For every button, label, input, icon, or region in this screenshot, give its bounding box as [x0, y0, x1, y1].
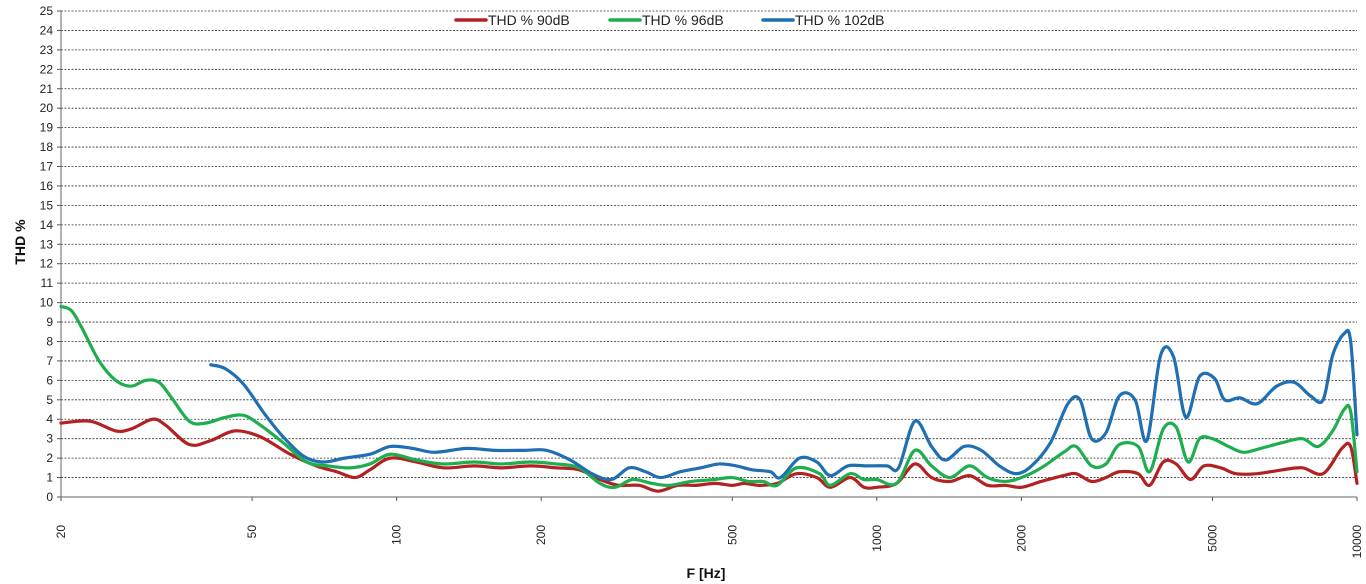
y-tick-label: 12 [40, 257, 54, 271]
y-tick-label: 0 [46, 490, 53, 504]
y-tick-label: 9 [46, 315, 53, 329]
y-tick-label: 4 [46, 412, 53, 426]
y-tick-label: 8 [46, 334, 53, 348]
y-tick-label: 10 [40, 296, 54, 310]
y-tick-label: 15 [40, 198, 54, 212]
x-tick-label: 100 [390, 525, 404, 545]
y-tick-label: 20 [40, 101, 54, 115]
y-tick-label: 19 [40, 121, 54, 135]
x-tick-label: 50 [245, 525, 259, 539]
y-axis-title: THD % [12, 219, 28, 265]
y-tick-label: 17 [40, 160, 54, 174]
y-tick-label: 21 [40, 82, 54, 96]
axes [57, 10, 1358, 501]
x-tick-label: 2000 [1014, 525, 1028, 552]
y-tick-label: 14 [40, 218, 54, 232]
y-tick-label: 3 [46, 432, 53, 446]
y-tick-label: 16 [40, 179, 54, 193]
x-tick-label: 20 [54, 525, 68, 539]
x-tick-labels: 20 50 100 200 500 1000 2000 5000 10000 [54, 525, 1364, 559]
x-axis-title: F [Hz] [687, 565, 726, 581]
series-line-2 [59, 304, 1359, 490]
legend-label-1: THD % 90dB [488, 12, 570, 28]
y-tick-label: 23 [40, 43, 54, 57]
y-tick-label: 24 [40, 23, 54, 37]
y-tick-label: 6 [46, 373, 53, 387]
x-tick-label: 500 [725, 525, 739, 545]
legend-label-3: THD % 102dB [795, 12, 884, 28]
y-tick-label: 22 [40, 62, 54, 76]
y-tick-label: 25 [40, 4, 54, 18]
x-tick-label: 10000 [1350, 525, 1364, 559]
x-tick-label: 200 [534, 525, 548, 545]
y-tick-label: 11 [41, 276, 54, 290]
legend-label-2: THD % 96dB [642, 12, 724, 28]
series-lines [59, 304, 1359, 493]
y-tick-label: 1 [46, 471, 53, 485]
y-tick-label: 18 [40, 140, 54, 154]
y-tick-label: 7 [46, 354, 53, 368]
y-tick-labels: 0123456789101112131415161718192021222324… [40, 4, 54, 504]
series-line-1 [59, 417, 1359, 493]
gridlines [61, 10, 1357, 478]
legend: THD % 90dB THD % 96dB THD % 102dB [454, 12, 884, 28]
x-tick-label: 5000 [1205, 525, 1219, 552]
y-tick-label: 5 [46, 393, 53, 407]
x-tick-label: 1000 [870, 525, 884, 552]
y-tick-label: 2 [46, 451, 53, 465]
y-tick-label: 13 [40, 237, 54, 251]
series-line-3 [209, 328, 1359, 482]
